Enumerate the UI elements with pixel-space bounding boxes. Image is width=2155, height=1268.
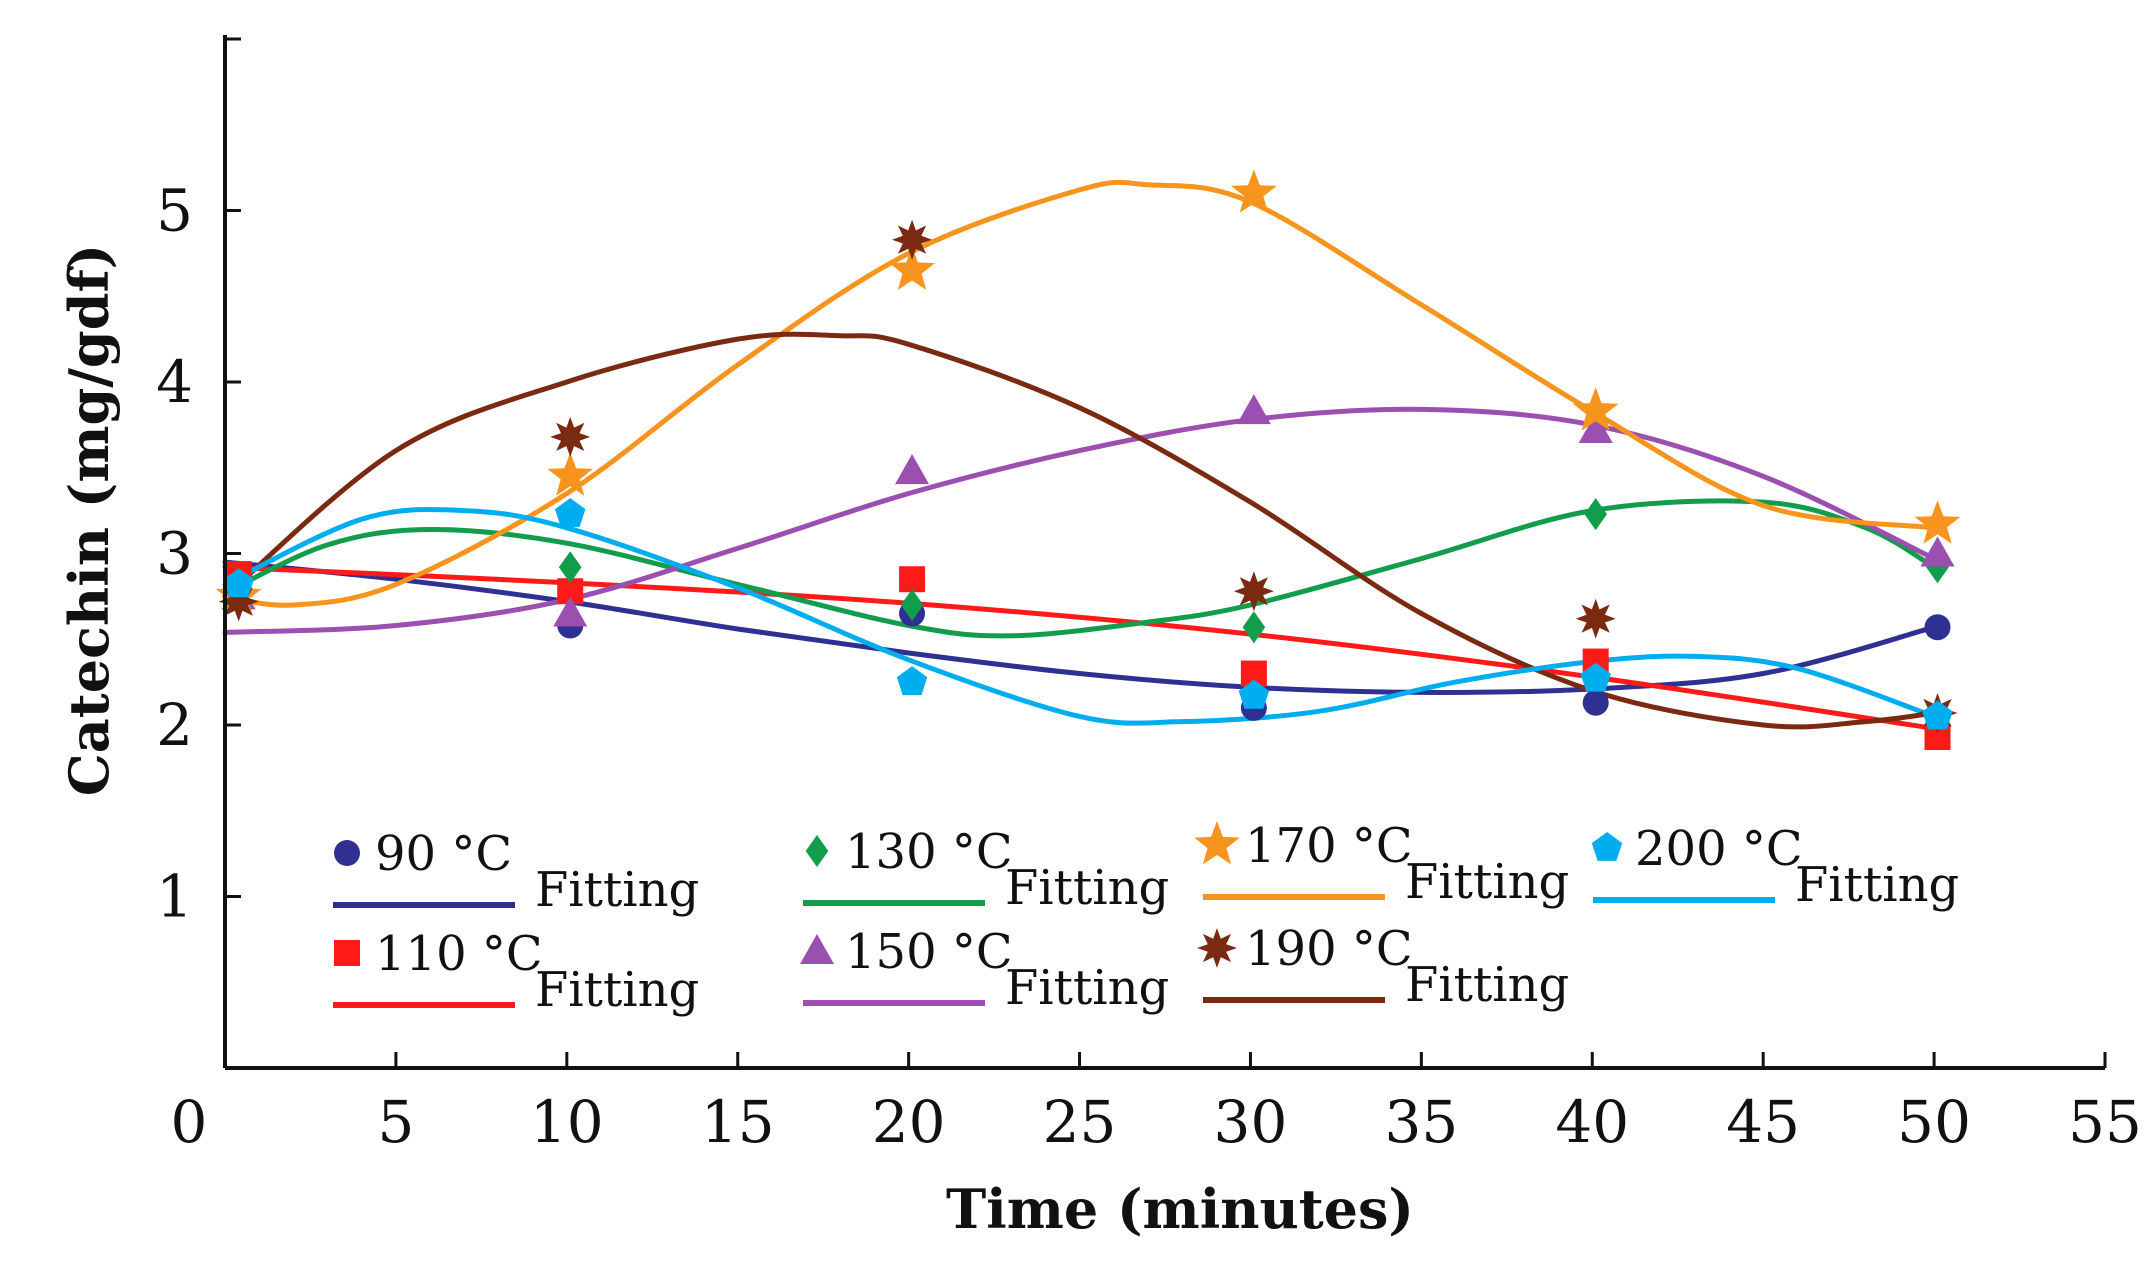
data-point-170: [547, 452, 594, 496]
data-point-200: [1238, 679, 1270, 709]
data-markers: [215, 169, 1961, 751]
x-tick-label: 25: [1043, 1088, 1117, 1156]
data-point-170: [1914, 500, 1961, 544]
fit-curve-110: [222, 564, 1937, 731]
fit-curve-90: [222, 559, 1937, 695]
legend-fitting-label: Fitting: [1795, 857, 1959, 913]
x-tick-label: 55: [2068, 1088, 2142, 1156]
legend-marker-170: [1194, 821, 1240, 865]
data-point-150: [895, 454, 930, 485]
data-point-170: [889, 246, 935, 290]
legend-fitting-label: Fitting: [1005, 960, 1169, 1016]
y-tick-label: 3: [156, 520, 193, 588]
data-point-170: [1231, 169, 1277, 213]
x-tick-label: 40: [1555, 1088, 1629, 1156]
data-point-150: [1578, 413, 1613, 444]
data-point-200: [1922, 700, 1953, 730]
x-tick-label: 45: [1726, 1088, 1800, 1156]
y-tick-label: 4: [156, 348, 193, 416]
legend-label-170: 170 °C: [1245, 818, 1413, 874]
x-tick-label: 10: [530, 1088, 604, 1156]
data-point-130: [1584, 498, 1607, 531]
x-axis-title: Time (minutes): [946, 1177, 1414, 1241]
x-tick-label: 15: [701, 1088, 775, 1156]
y-tick-label: 5: [156, 177, 193, 245]
data-point-190: [550, 416, 591, 457]
legend-label-150: 150 °C: [845, 924, 1013, 980]
legend-marker-110: [334, 940, 360, 966]
legend-marker-90: [334, 840, 360, 866]
data-point-110: [899, 566, 926, 593]
fit-curve-150: [222, 406, 1937, 635]
legend-fitting-label: Fitting: [1005, 860, 1169, 916]
legend-fitting-label: Fitting: [1405, 957, 1569, 1013]
fit-curve-190: [222, 331, 1937, 730]
legend-entry-90: 90 °C Fitting: [333, 826, 699, 918]
data-point-190: [1233, 571, 1274, 612]
fit-curve-130: [222, 498, 1937, 639]
x-tick-label: 35: [1384, 1088, 1458, 1156]
data-point-200: [1580, 662, 1611, 692]
data-point-170: [1572, 387, 1619, 431]
data-point-200: [223, 568, 254, 598]
x-tick-label: 0: [171, 1088, 208, 1156]
data-point-190: [892, 219, 933, 260]
data-point-150: [553, 596, 588, 627]
y-tick-label: 1: [156, 863, 193, 931]
legend-label-110: 110 °C: [375, 926, 543, 982]
legend-fitting-label: Fitting: [535, 862, 699, 918]
data-point-200: [896, 666, 928, 696]
legend-label-190: 190 °C: [1245, 921, 1413, 977]
legend-marker-200: [1591, 832, 1623, 861]
y-axis-title: Catechin (mg/gdf): [57, 244, 121, 796]
x-tick-label: 20: [872, 1088, 946, 1156]
x-tick-label: 5: [377, 1088, 414, 1156]
data-point-150: [1920, 536, 1955, 567]
fit-curve-170: [222, 179, 1937, 608]
data-point-90: [1582, 689, 1609, 716]
fit-curves: [222, 179, 1937, 731]
data-point-190: [1575, 598, 1616, 639]
data-point-130: [1242, 611, 1266, 644]
legend-marker-130: [805, 835, 829, 867]
data-point-130: [900, 589, 924, 621]
y-tick-label: 2: [156, 691, 193, 759]
legend-marker-150: [800, 934, 834, 964]
legend-marker-190: [1197, 928, 1237, 968]
data-point-130: [558, 551, 582, 584]
data-point-150: [1236, 394, 1271, 425]
legend-fitting-label: Fitting: [535, 962, 699, 1018]
data-point-90: [1924, 614, 1951, 641]
legend-label-130: 130 °C: [845, 824, 1013, 880]
legend-label-200: 200 °C: [1635, 821, 1803, 877]
x-tick-label: 30: [1214, 1088, 1288, 1156]
legend-label-90: 90 °C: [375, 826, 512, 882]
legend-fitting-label: Fitting: [1405, 854, 1569, 910]
data-point-200: [555, 498, 586, 527]
x-tick-label: 50: [1897, 1088, 1971, 1156]
fit-curve-200: [222, 506, 1937, 726]
